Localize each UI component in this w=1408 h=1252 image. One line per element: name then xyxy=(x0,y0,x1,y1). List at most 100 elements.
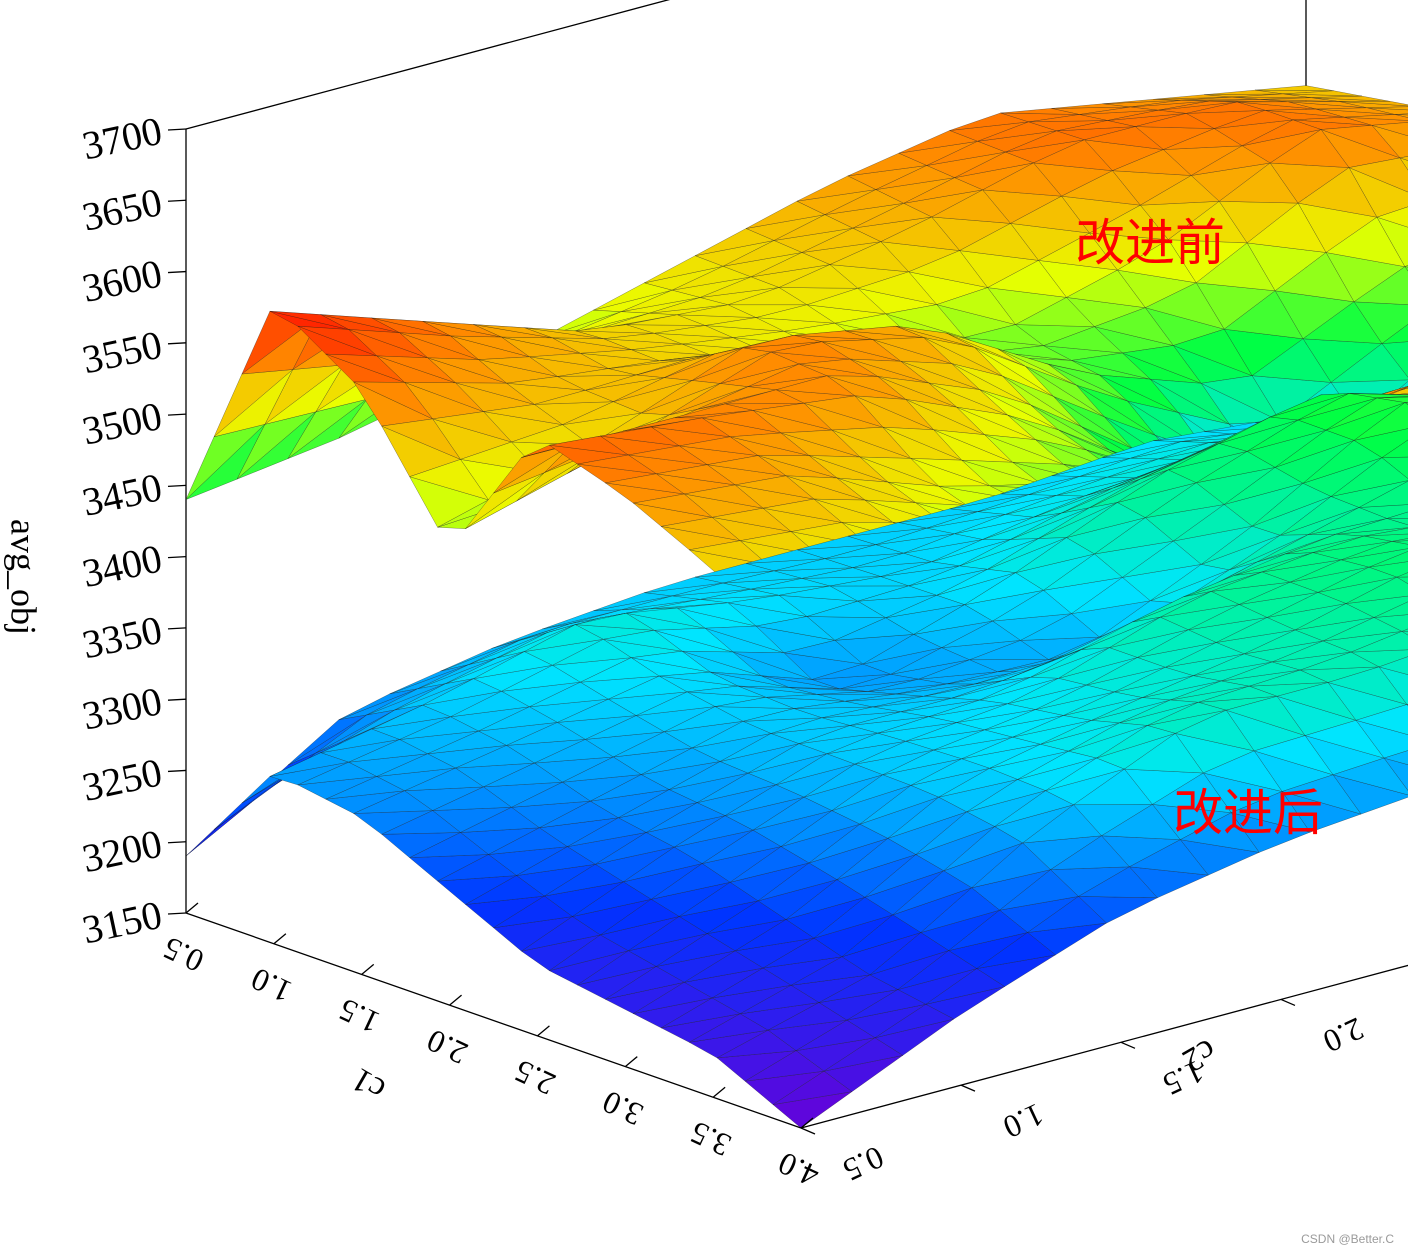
surface-facet xyxy=(1249,669,1329,687)
surface-facet xyxy=(1221,661,1301,682)
surface-facet xyxy=(941,620,1021,648)
surface-facet xyxy=(575,613,655,631)
surface-facet xyxy=(687,685,767,698)
surface-facet xyxy=(987,260,1067,298)
surface-facet xyxy=(1096,725,1176,759)
z-tick-label: 3250 xyxy=(78,749,166,810)
surface-facet xyxy=(1121,345,1202,384)
surface-facet xyxy=(1292,117,1372,126)
surface-facet xyxy=(575,324,655,334)
surface-facet xyxy=(831,774,912,811)
surface-facet xyxy=(1010,507,1090,540)
surface-facet xyxy=(1168,443,1248,471)
surface-facet xyxy=(1297,167,1378,218)
surface-facet xyxy=(834,617,915,641)
surface-facet xyxy=(877,716,957,734)
surface-facet xyxy=(1132,591,1212,623)
surface-facet xyxy=(1404,265,1408,268)
surface-facet xyxy=(994,790,1074,827)
surface-facet xyxy=(949,112,1029,131)
surface-facet xyxy=(695,228,775,256)
surface-facet xyxy=(808,455,888,483)
z-tick-mark xyxy=(167,342,187,345)
surface-facet xyxy=(715,697,795,709)
surface-facet xyxy=(1202,750,1283,792)
surface-facet xyxy=(1117,469,1197,503)
surface-facet xyxy=(892,870,973,916)
surface-facet xyxy=(1363,528,1408,537)
surface-facet xyxy=(506,722,586,746)
surface-facet xyxy=(926,141,1007,166)
surface-facet xyxy=(720,733,800,762)
surface-facet xyxy=(778,585,858,602)
surface-facet xyxy=(974,660,1054,685)
surface-facet xyxy=(353,790,434,814)
surface-facet xyxy=(577,454,657,474)
surface-facet xyxy=(1114,667,1194,693)
surface-facet xyxy=(773,214,854,241)
x-tick-label: 3.5 xyxy=(685,1114,736,1164)
surface-facet xyxy=(1102,99,1182,104)
surface-facet xyxy=(760,675,840,690)
surface-facet xyxy=(750,252,831,278)
surface-facet xyxy=(677,304,757,318)
surface-facet xyxy=(1224,467,1304,505)
surface-facet xyxy=(885,595,965,618)
surface-facet xyxy=(824,544,904,559)
surface-facet xyxy=(506,376,586,391)
surface-facet xyxy=(371,705,452,730)
surface-facet xyxy=(1368,551,1408,568)
surface-facet xyxy=(325,776,406,800)
surface-facet xyxy=(831,427,911,459)
surface-facet xyxy=(938,768,1019,798)
surface-facet xyxy=(702,410,782,434)
surface-facet xyxy=(1035,684,1115,710)
surface-facet xyxy=(977,121,1057,142)
surface-facet xyxy=(1325,216,1406,267)
surface-facet xyxy=(1196,451,1276,483)
surface-facet xyxy=(1355,704,1408,735)
surface-facet xyxy=(737,685,817,695)
surface-facet xyxy=(946,333,1026,367)
surface-facet xyxy=(493,895,573,928)
surface-facet xyxy=(1033,488,1113,518)
surface-facet xyxy=(1304,720,1385,759)
surface-facet xyxy=(752,796,833,831)
surface-facet xyxy=(496,624,576,659)
surface-facet xyxy=(925,968,1006,1005)
surface-facet xyxy=(729,846,810,883)
surface-facet xyxy=(404,382,484,412)
surface-facet xyxy=(767,1002,848,1031)
surface-facet xyxy=(269,752,350,777)
surface-facet xyxy=(534,390,614,405)
surface-facet xyxy=(697,773,777,803)
z-tick-label: 3550 xyxy=(78,322,166,383)
surface-facet xyxy=(727,287,808,305)
surface-facet xyxy=(811,663,891,680)
z-axis: 3150 3200 3250 3300 3350 3400 3450 3500 3550 3600… xyxy=(78,108,187,952)
x-tick-mark xyxy=(537,1025,550,1037)
y-tick-label: 0.5 xyxy=(838,1139,889,1189)
surface-facet xyxy=(1071,352,1151,380)
surface-facet xyxy=(946,670,1026,685)
surface-facet xyxy=(1327,666,1408,705)
surface-facet xyxy=(1163,128,1243,150)
y-tick-mark xyxy=(800,1127,816,1135)
surface-facet xyxy=(1040,720,1120,745)
surface-facet xyxy=(1253,735,1334,776)
surface-facet xyxy=(1348,157,1408,193)
z-axis-title: avg_obj xyxy=(4,519,44,635)
x-axis-line xyxy=(185,912,802,1129)
surface-facet xyxy=(806,288,887,315)
x-tick-mark xyxy=(449,994,462,1006)
surface-facet xyxy=(951,677,1031,699)
surface-facet xyxy=(1037,232,1118,271)
surface-facet xyxy=(813,897,894,939)
surface-facet xyxy=(1317,567,1398,593)
surface-facet xyxy=(785,475,866,501)
surface-facet xyxy=(1137,629,1217,658)
z-tick-mark xyxy=(167,912,187,915)
surface-facet xyxy=(366,683,446,716)
surface-facet xyxy=(895,326,975,348)
surface-facet xyxy=(488,827,568,855)
